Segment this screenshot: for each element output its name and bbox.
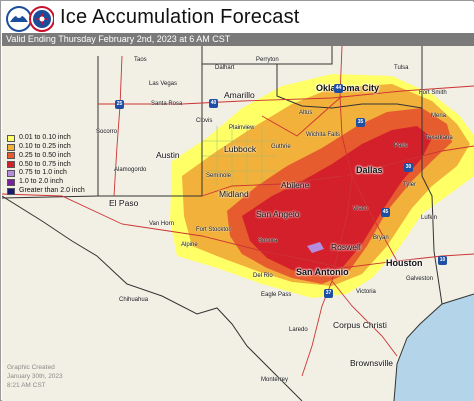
- city-label: Midland: [219, 189, 249, 199]
- interstate-shield-icon: 37: [324, 289, 333, 298]
- city-label: San Antonio: [296, 267, 349, 277]
- city-label: Alamogordo: [114, 167, 147, 173]
- city-label: Van Horn: [149, 221, 174, 227]
- city-label: Oklahoma City: [316, 83, 380, 93]
- legend-label: 0.10 to 0.25 inch: [19, 143, 71, 151]
- interstate-shield-icon: 10: [438, 256, 447, 265]
- city-label: Bryan: [373, 235, 389, 241]
- legend-label: 0.75 to 1.0 inch: [19, 169, 67, 177]
- city-label: Fort Stockton: [196, 227, 232, 233]
- city-label: Alpine: [181, 242, 198, 248]
- legend-label: 0.25 to 0.50 inch: [19, 151, 71, 159]
- city-label: El Paso: [109, 198, 139, 208]
- city-label: Fort Smith: [419, 90, 447, 96]
- legend-item: 0.25 to 0.50 inch: [7, 152, 99, 161]
- legend-swatch: [7, 187, 15, 195]
- legend-item: 1.0 to 2.0 inch: [7, 178, 99, 187]
- city-label: Monterrey: [261, 377, 289, 383]
- legend-label: Greater than 2.0 inch: [19, 187, 85, 195]
- forecast-shading: [170, 74, 474, 298]
- footer-line: Graphic Created: [7, 364, 55, 371]
- city-label: Victoria: [356, 289, 376, 295]
- city-label: Santa Rosa: [151, 101, 183, 107]
- city-label: Sonora: [258, 238, 278, 244]
- city-label: Paris: [394, 143, 408, 149]
- legend-item: Greater than 2.0 inch: [7, 187, 99, 196]
- city-label: Roswell: [331, 242, 361, 252]
- legend-item: 0.50 to 0.75 inch: [7, 160, 99, 169]
- page-title: Ice Accumulation Forecast: [60, 6, 300, 28]
- city-label: Lubbock: [224, 144, 257, 154]
- city-label: Amarillo: [224, 90, 255, 100]
- legend-item: 0.01 to 0.10 inch: [7, 134, 99, 143]
- legend-label: 1.0 to 2.0 inch: [19, 178, 63, 186]
- state-borders: [2, 46, 474, 401]
- ice-accumulation-map: [2, 46, 474, 401]
- city-label: Mena: [431, 113, 447, 119]
- city-label: Altus: [299, 110, 313, 116]
- city-label: San Angelo: [256, 209, 300, 219]
- footer-line: 8:21 AM CST: [7, 382, 46, 389]
- city-label: Las Vegas: [149, 81, 178, 87]
- interstate-shield-icon: 25: [115, 100, 124, 109]
- city-label: Wichita Falls: [306, 132, 341, 138]
- city-label: Seminole: [206, 173, 232, 179]
- city-label: Chihuahua: [119, 297, 149, 303]
- interstate-shield-icon: 30: [404, 163, 413, 172]
- city-label: Austin: [156, 150, 180, 160]
- legend-swatch: [7, 143, 15, 151]
- interstate-shield-icon: 40: [209, 99, 218, 108]
- legend-swatch: [7, 152, 15, 160]
- legend-swatch: [7, 169, 15, 177]
- city-label: Abilene: [281, 180, 310, 190]
- city-label: Brownsville: [350, 358, 393, 368]
- city-label: Del Rio: [253, 273, 273, 279]
- legend-swatch: [7, 134, 15, 142]
- interstate-shield-icon: 35: [356, 118, 365, 127]
- valid-time-text: Valid Ending Thursday February 2nd, 2023…: [6, 34, 231, 44]
- legend-item: 0.10 to 0.25 inch: [7, 143, 99, 152]
- legend-item: 0.75 to 1.0 inch: [7, 169, 99, 178]
- city-label: Plainview: [229, 125, 255, 131]
- noaa-nws-logo-icon: [6, 6, 54, 32]
- legend-swatch: [7, 161, 15, 169]
- legend-label: 0.50 to 0.75 inch: [19, 160, 71, 168]
- county-lines: [202, 126, 277, 186]
- header: Ice Accumulation Forecast: [2, 2, 474, 35]
- legend-swatch: [7, 178, 15, 186]
- interstate-shield-icon: 45: [381, 208, 390, 217]
- city-label: Tyler: [403, 182, 417, 188]
- city-label: Waco: [353, 206, 369, 212]
- city-label: Socorro: [96, 129, 118, 135]
- highways: [2, 46, 474, 377]
- footer-line: January 30th, 2023: [7, 373, 63, 380]
- city-label: Lufkin: [421, 215, 438, 221]
- legend-label: 0.01 to 0.10 inch: [19, 134, 71, 142]
- valid-time-bar: Valid Ending Thursday February 2nd, 2023…: [2, 33, 474, 46]
- city-label: Houston: [386, 258, 423, 268]
- city-label: Dalhart: [215, 65, 235, 71]
- graphic-created-note: Graphic Created January 30th, 2023 8:21 …: [7, 363, 107, 390]
- city-label: Galveston: [406, 276, 434, 282]
- city-label: Taos: [134, 57, 147, 63]
- city-label: Tulsa: [394, 65, 409, 71]
- city-label: Corpus Christi: [333, 320, 387, 330]
- legend: 0.01 to 0.10 inch 0.10 to 0.25 inch 0.25 t…: [7, 134, 99, 196]
- city-label: Eagle Pass: [261, 292, 292, 298]
- city-label: Laredo: [289, 327, 308, 333]
- city-label: Dallas: [356, 165, 383, 175]
- city-label: Clovis: [196, 118, 213, 124]
- city-label: Guthrie: [271, 144, 291, 150]
- city-label: Perryton: [256, 57, 279, 63]
- city-label: Texarkana: [425, 135, 453, 141]
- interstate-shield-icon: 44: [334, 84, 343, 93]
